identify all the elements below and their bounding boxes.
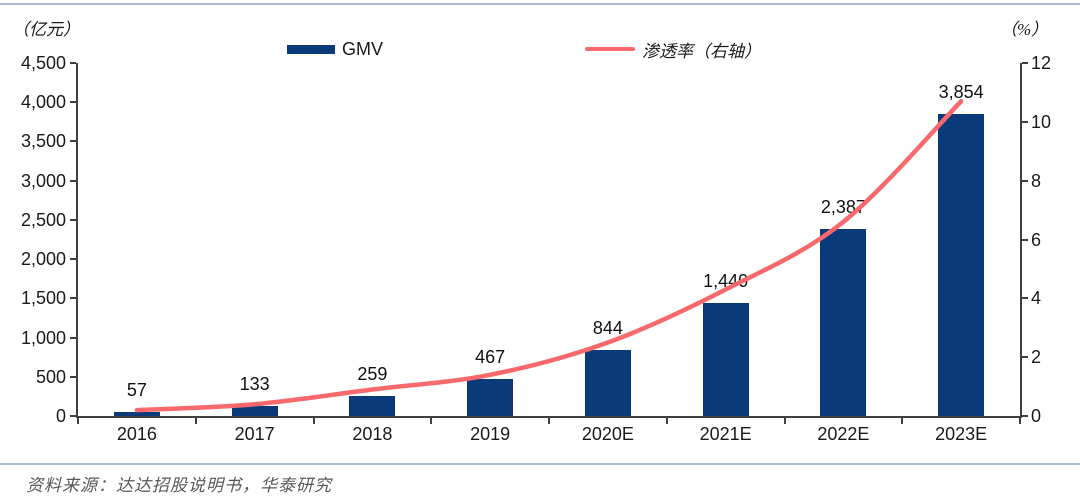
gmv-legend-swatch (287, 44, 335, 54)
left-axis-unit: （亿元） (12, 20, 80, 39)
gmv-bar-value-label: 57 (126, 379, 147, 400)
gmv-bar-value-label: 2,387 (820, 196, 866, 217)
right-axis-tick (1022, 356, 1028, 359)
x-axis-category-label: 2019 (470, 424, 511, 444)
right-axis-tick-label: 4 (1031, 288, 1042, 309)
gmv-bar-value-label: 133 (239, 373, 270, 394)
left-axis-tick-label: 2,500 (20, 209, 66, 230)
x-axis-category-label: 2022E (817, 424, 870, 444)
right-axis-tick (1022, 120, 1028, 123)
left-axis-tick (70, 179, 76, 182)
right-axis-tick (1022, 179, 1028, 182)
right-axis-tick (1022, 415, 1028, 417)
x-axis-category-label: 2021E (699, 424, 752, 444)
right-axis-tick-label: 6 (1031, 229, 1042, 250)
source-divider (0, 463, 1080, 465)
legend-item-penetration: 渗透率（右轴） (585, 38, 761, 61)
left-axis-tick (70, 140, 76, 143)
left-axis-tick (70, 258, 76, 261)
gmv-legend-label: GMV (342, 38, 384, 59)
gmv-bar-value-label: 467 (475, 347, 506, 368)
right-axis-tick-label: 0 (1031, 406, 1042, 426)
right-axis-tick-label: 8 (1031, 170, 1042, 191)
x-axis-line (76, 416, 1022, 418)
gmv-bar-value-label: 844 (592, 317, 623, 338)
gmv-bar (349, 395, 396, 416)
right-axis-unit: （%） (1000, 20, 1049, 39)
penetration-legend-label: 渗透率（右轴） (642, 41, 761, 61)
x-axis-tick (665, 418, 668, 424)
x-axis-tick (194, 418, 197, 424)
x-axis-category-label: 2017 (234, 424, 275, 444)
gmv-bar-value-label: 3,854 (938, 81, 984, 102)
x-axis-tick (1019, 418, 1021, 424)
top-divider (0, 3, 1080, 5)
x-axis-tick (430, 418, 433, 424)
left-axis-tick-label: 4,500 (20, 53, 66, 73)
penetration-legend-swatch (585, 47, 635, 51)
gmv-bar (584, 349, 631, 416)
left-axis-tick (70, 297, 76, 300)
right-axis-tick-label: 12 (1031, 53, 1052, 73)
left-axis-tick (70, 375, 76, 378)
left-axis-tick (70, 415, 76, 417)
gmv-bar-value-label: 1,440 (703, 271, 749, 292)
left-axis-tick-label: 3,500 (20, 131, 66, 152)
right-axis-tick (1022, 238, 1028, 241)
x-axis-category-label: 2020E (581, 424, 634, 444)
x-axis-tick (901, 418, 904, 424)
right-axis-tick (1022, 297, 1028, 300)
gmv-bar (938, 113, 985, 416)
left-axis-tick-label: 0 (55, 406, 66, 426)
right-axis-tick-label: 10 (1031, 111, 1052, 132)
left-axis-tick-label: 2,000 (20, 249, 66, 270)
left-axis-tick-label: 500 (35, 366, 66, 387)
gmv-bar (820, 228, 867, 416)
x-axis-tick (783, 418, 786, 424)
left-axis-tick-label: 1,000 (20, 327, 66, 348)
left-axis-tick (70, 101, 76, 104)
left-axis-tick-label: 1,500 (20, 288, 66, 309)
left-axis-tick-label: 3,000 (20, 170, 66, 191)
gmv-bar (231, 405, 278, 416)
x-axis-category-label: 2018 (352, 424, 393, 444)
left-axis-tick (70, 336, 76, 339)
right-axis-line (1020, 63, 1022, 418)
gmv-bar (467, 379, 514, 416)
gmv-bar-value-label: 259 (357, 363, 388, 384)
right-axis-tick-label: 2 (1031, 347, 1042, 368)
legend-item-gmv: GMV (287, 38, 383, 60)
gmv-bar (702, 303, 749, 416)
left-axis-tick (70, 62, 76, 64)
x-axis-tick (548, 418, 550, 424)
right-axis-tick (1022, 62, 1028, 64)
x-axis-category-label: 2016 (116, 424, 157, 444)
source-note: 资料来源：达达招股说明书，华泰研究 (26, 476, 332, 495)
x-axis-tick (77, 418, 79, 424)
left-axis-tick-label: 4,000 (20, 92, 66, 113)
x-axis-tick (312, 418, 315, 424)
left-axis-line (76, 63, 78, 418)
left-axis-tick (70, 218, 76, 221)
x-axis-category-label: 2023E (935, 424, 988, 444)
gmv-bar (113, 411, 160, 416)
